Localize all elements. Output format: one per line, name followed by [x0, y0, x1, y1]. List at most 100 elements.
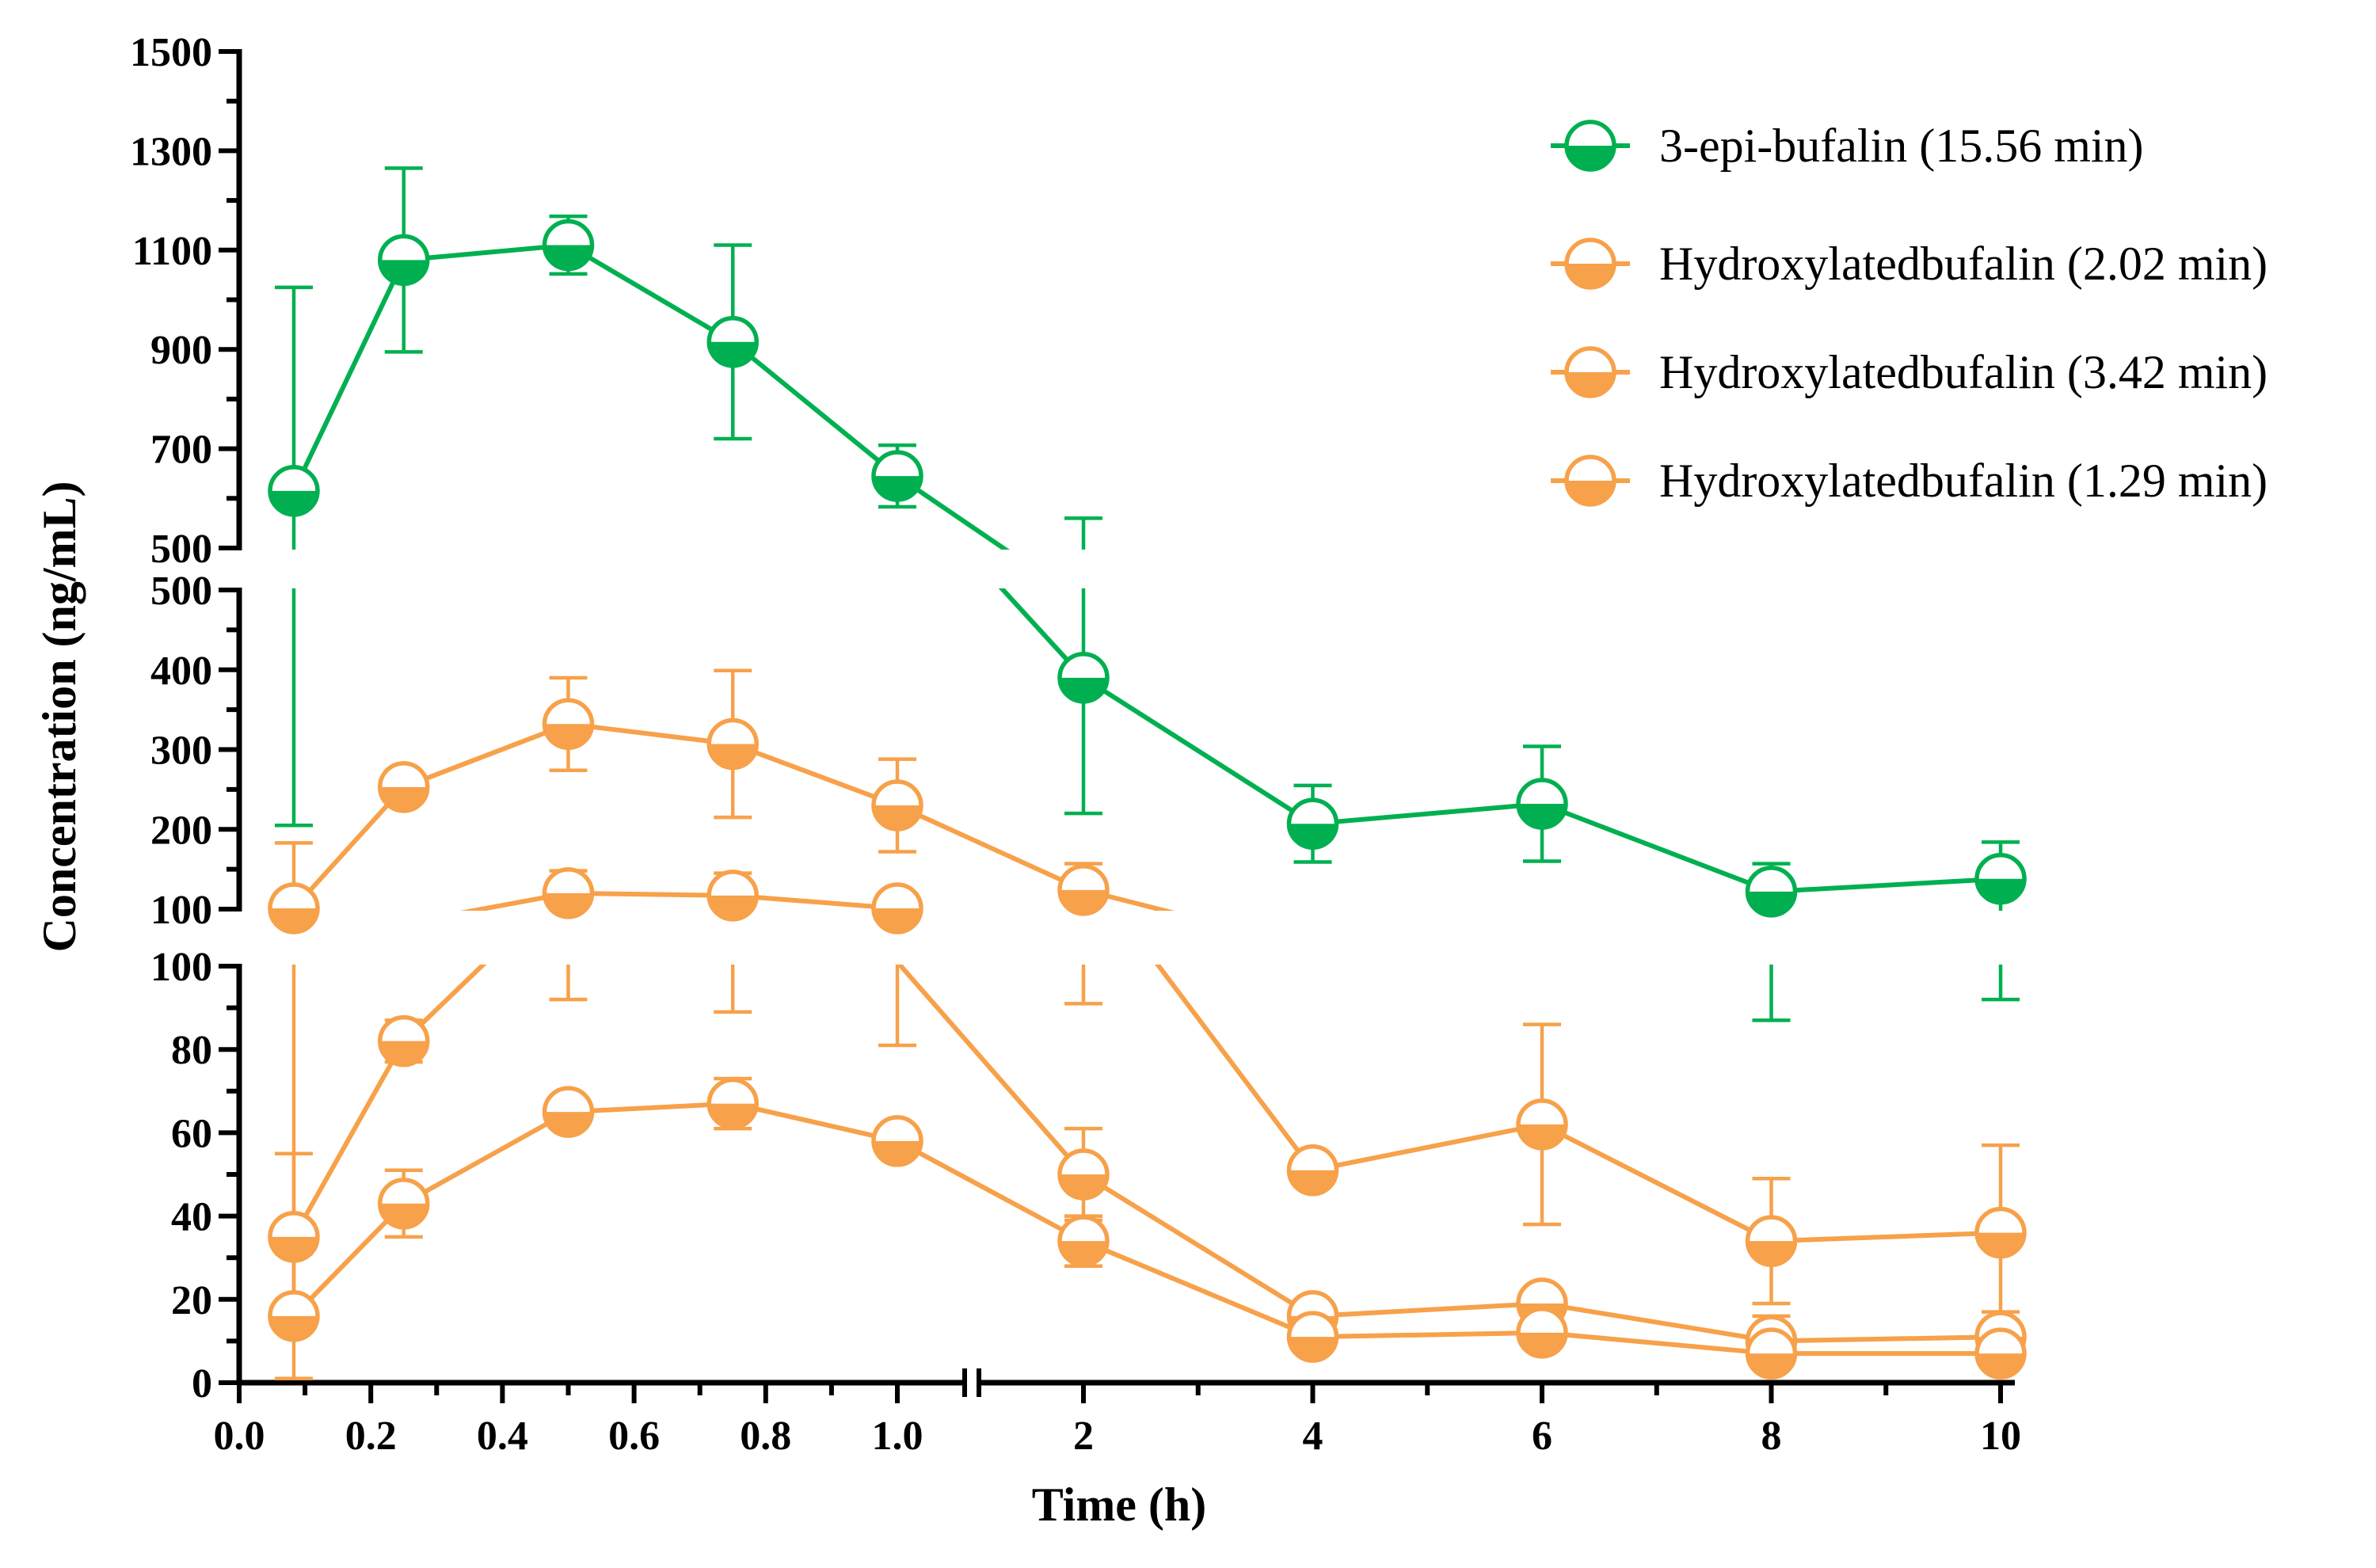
data-point [1745, 1327, 1798, 1380]
x-tick-label: 0.0 [214, 1414, 265, 1459]
series-line-segment [1771, 1334, 2001, 1344]
data-point [542, 867, 595, 919]
y-tick-label: 900 [150, 328, 212, 373]
y-tick-label: 20 [171, 1278, 212, 1323]
x-tick-label: 4 [1303, 1414, 1323, 1459]
x-tick-label: 0.8 [740, 1414, 791, 1459]
series-line-segment [568, 1101, 733, 1115]
series-2 [268, 867, 2027, 1368]
series-line-segment [897, 906, 920, 911]
data-point [268, 882, 320, 934]
y-tick-label: 700 [150, 428, 212, 473]
data-point [1286, 1311, 1339, 1363]
series-0 [268, 166, 2027, 1022]
series-line-segment [291, 785, 406, 911]
data-point [1516, 1098, 1568, 1151]
series-line-segment [403, 242, 569, 263]
series-3 [268, 1076, 2027, 1380]
x-tick-label: 2 [1073, 1414, 1094, 1459]
legend-label: Hydroxylatedbufalin (2.02 min) [1659, 238, 2267, 290]
x-tick-label: 0.2 [345, 1414, 397, 1459]
series-line-segment [1771, 1230, 2001, 1244]
data-point [1745, 1215, 1798, 1267]
y-tick-label: 100 [150, 888, 212, 933]
series-line-segment [1312, 1301, 1543, 1319]
series-line-segment [1541, 1330, 1772, 1357]
series-line-segment [568, 721, 733, 747]
series-line-segment [291, 1201, 406, 1318]
data-point [542, 698, 595, 751]
series-line-segment [1540, 1122, 1772, 1243]
series-line-segment [291, 1040, 406, 1239]
x-tick-label: 0.6 [608, 1414, 660, 1459]
legend: 3-epi-bufalin (15.56 min) Hydroxylatedbuf… [1551, 120, 2267, 507]
legend-label: Hydroxylatedbufalin (1.29 min) [1659, 455, 2267, 507]
legend-marker [1564, 346, 1616, 398]
series-line-segment [732, 741, 899, 808]
x-tick-label: 1.0 [872, 1414, 923, 1459]
series-line-segment [566, 242, 734, 344]
y-tick-label: 400 [150, 649, 212, 694]
data-point [1974, 1206, 2027, 1259]
data-point [1057, 652, 1110, 704]
series-line-segment [402, 965, 487, 1043]
series-line-segment [1540, 801, 1772, 894]
series-line-segment [1541, 1301, 1772, 1344]
y-tick-label: 500 [150, 569, 212, 614]
legend-item: 3-epi-bufalin (15.56 min) [1551, 120, 2144, 172]
y-tick-label: 1500 [130, 30, 212, 75]
series [268, 166, 2027, 1380]
series-line-segment [1082, 676, 1315, 826]
y-tick-label: 300 [150, 729, 212, 774]
legend-marker [1564, 120, 1616, 172]
y-tick-label: 1300 [130, 129, 212, 174]
series-line-segment [1083, 887, 1175, 911]
series-line-segment [896, 1139, 1085, 1243]
legend-label: 3-epi-bufalin (15.56 min) [1659, 120, 2144, 172]
series-line-segment [1154, 965, 1315, 1172]
data-point [871, 450, 923, 502]
data-point [378, 234, 430, 287]
data-point [706, 870, 759, 922]
data-point [1057, 1148, 1110, 1201]
series-line-segment [1312, 1121, 1543, 1173]
data-point [378, 1014, 430, 1068]
series-line-segment [732, 1101, 898, 1144]
series-line-segment [1082, 1172, 1315, 1319]
series-line-segment [291, 259, 406, 493]
legend-marker [1564, 238, 1616, 290]
data-point [378, 1178, 430, 1230]
series-line-segment [998, 588, 1086, 679]
legend-label: Hydroxylatedbufalin (3.42 min) [1659, 346, 2267, 398]
x-axis-title: Time (h) [1032, 1479, 1207, 1531]
y-tick-label: 200 [150, 808, 212, 853]
y-tick-label: 0 [192, 1361, 212, 1406]
data-point [871, 779, 923, 832]
data-point [268, 465, 320, 517]
data-point [542, 1086, 595, 1138]
x-tick-label: 0.4 [477, 1414, 528, 1459]
series-line-segment [402, 1109, 569, 1206]
data-point [871, 1115, 923, 1167]
axes [219, 49, 2015, 1403]
data-point [706, 717, 759, 771]
data-point [378, 761, 430, 813]
data-point [1057, 1215, 1110, 1267]
legend-item: Hydroxylatedbufalin (1.29 min) [1551, 455, 2267, 507]
series-line-segment [896, 474, 1010, 550]
series-line-segment [1771, 876, 2001, 894]
legend-item: Hydroxylatedbufalin (2.02 min) [1551, 238, 2267, 290]
legend-marker [1564, 455, 1616, 507]
series-line-segment [568, 890, 733, 898]
data-point [268, 1290, 320, 1342]
y-tick-label: 500 [150, 527, 212, 572]
y-axis-title: Concentration (ng/mL) [33, 481, 86, 953]
data-point [706, 316, 759, 368]
series-line-segment [1312, 801, 1543, 827]
series-line-segment [731, 340, 899, 478]
series-line-segment [1312, 1330, 1543, 1340]
data-point [1974, 1327, 2027, 1380]
data-point [1516, 1307, 1568, 1359]
series-line-segment [402, 721, 569, 790]
